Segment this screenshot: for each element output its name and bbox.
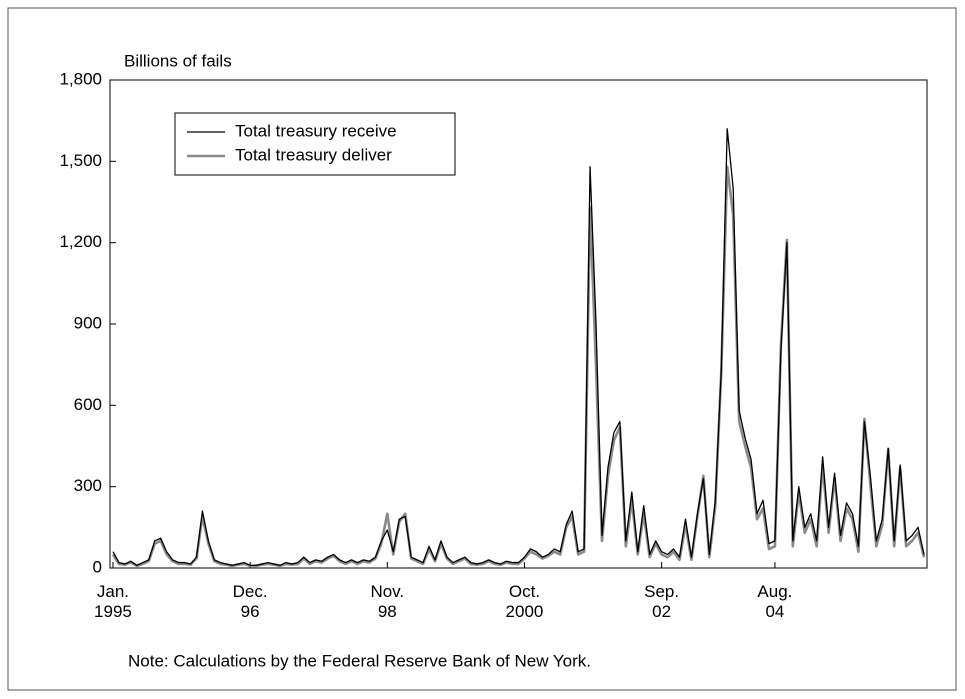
x-tick-label: Nov. 98 [370, 582, 405, 621]
series-line [111, 165, 926, 568]
y-tick-label: 300 [74, 476, 102, 495]
x-tick-label: Dec. 96 [232, 582, 268, 621]
legend-box [174, 112, 456, 176]
y-tick-label: 600 [74, 395, 102, 414]
x-tick-label: Sep. 02 [644, 582, 680, 621]
series-line [112, 128, 925, 566]
note: Note: Calculations by the Federal Reserv… [128, 651, 591, 670]
y-tick-label: 1,500 [59, 151, 102, 170]
x-tick-label: Jan. 1995 [94, 582, 132, 621]
legend-label: Total treasury receive [235, 121, 397, 140]
y-tick-label: 900 [74, 313, 102, 332]
y-tick-label: 1,200 [59, 232, 102, 251]
x-tick-label: Oct. 2000 [505, 582, 544, 621]
legend-label: Total treasury deliver [235, 145, 392, 164]
y-tick-label: 1,800 [59, 69, 102, 88]
frame [7, 7, 957, 691]
y-tick-label: 0 [93, 557, 102, 576]
y-axis-label: Billions of fails [124, 51, 232, 70]
x-tick-label: Aug. 04 [757, 582, 793, 621]
